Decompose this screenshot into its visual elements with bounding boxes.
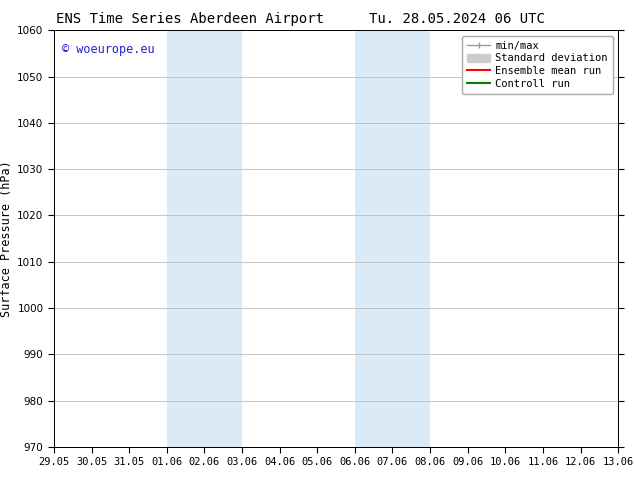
Text: Tu. 28.05.2024 06 UTC: Tu. 28.05.2024 06 UTC bbox=[368, 12, 545, 26]
Text: © woeurope.eu: © woeurope.eu bbox=[62, 43, 155, 56]
Legend: min/max, Standard deviation, Ensemble mean run, Controll run: min/max, Standard deviation, Ensemble me… bbox=[462, 36, 613, 94]
Text: ENS Time Series Aberdeen Airport: ENS Time Series Aberdeen Airport bbox=[56, 12, 324, 26]
Bar bbox=[355, 30, 430, 447]
Y-axis label: Surface Pressure (hPa): Surface Pressure (hPa) bbox=[0, 160, 13, 317]
Bar bbox=[167, 30, 242, 447]
